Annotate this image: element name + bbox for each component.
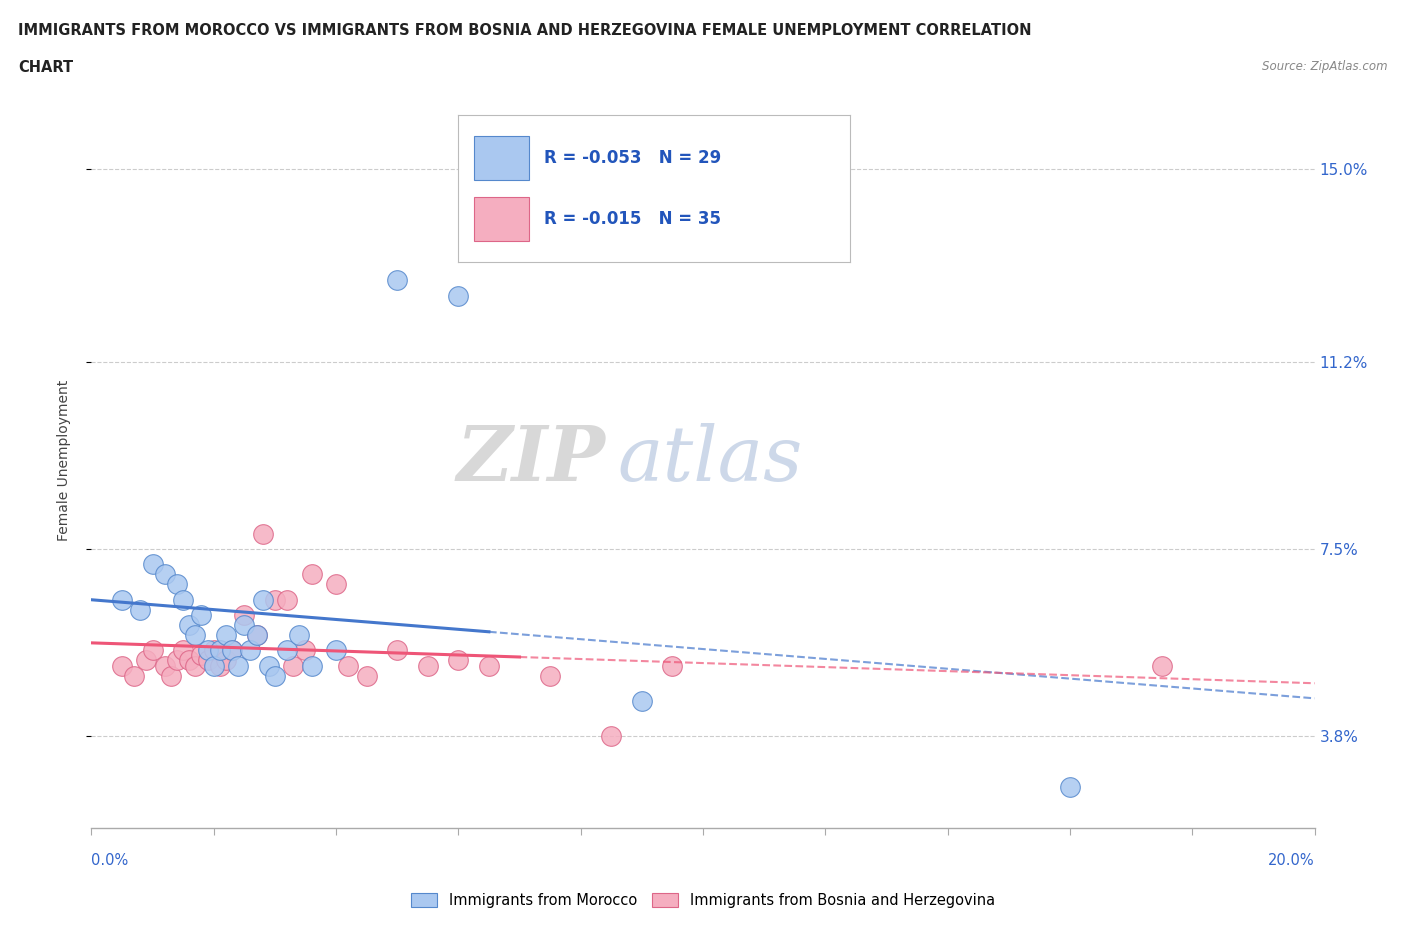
Point <box>264 669 287 684</box>
Point <box>600 729 623 744</box>
Point <box>239 643 262 658</box>
Point <box>190 607 212 622</box>
Point <box>153 658 176 673</box>
Point <box>276 643 298 658</box>
Point <box>122 669 145 684</box>
Point <box>202 658 225 673</box>
Point <box>160 669 183 684</box>
Point <box>538 669 561 684</box>
Point <box>197 653 219 668</box>
Point <box>111 592 134 607</box>
Point <box>141 557 163 572</box>
Point <box>184 658 207 673</box>
Point <box>245 628 267 643</box>
Point <box>385 273 409 288</box>
Point <box>184 628 207 643</box>
Text: IMMIGRANTS FROM MOROCCO VS IMMIGRANTS FROM BOSNIA AND HERZEGOVINA FEMALE UNEMPLO: IMMIGRANTS FROM MOROCCO VS IMMIGRANTS FR… <box>18 23 1032 38</box>
Point <box>166 653 188 668</box>
Point <box>179 653 201 668</box>
Point <box>111 658 134 673</box>
Point <box>215 653 238 668</box>
Point <box>252 592 274 607</box>
Point <box>233 607 256 622</box>
Point <box>288 628 311 643</box>
Point <box>172 643 194 658</box>
Point <box>197 643 219 658</box>
Point <box>1059 779 1081 794</box>
Point <box>166 577 188 591</box>
Point <box>226 658 249 673</box>
Text: CHART: CHART <box>18 60 73 75</box>
Point <box>1150 658 1173 673</box>
Point <box>337 658 360 673</box>
Point <box>325 577 347 591</box>
Point <box>325 643 347 658</box>
Text: Source: ZipAtlas.com: Source: ZipAtlas.com <box>1263 60 1388 73</box>
Point <box>153 567 176 582</box>
Point <box>385 643 409 658</box>
Point <box>208 643 231 658</box>
Point <box>356 669 378 684</box>
Point <box>233 618 256 632</box>
Point <box>179 618 201 632</box>
Point <box>221 643 243 658</box>
Point <box>447 653 470 668</box>
Point <box>245 628 267 643</box>
Text: ZIP: ZIP <box>457 423 605 498</box>
Text: 0.0%: 0.0% <box>91 853 128 868</box>
Point <box>283 658 305 673</box>
Point <box>264 592 287 607</box>
Point <box>257 658 280 673</box>
Text: 20.0%: 20.0% <box>1268 853 1315 868</box>
Point <box>141 643 163 658</box>
Text: atlas: atlas <box>617 423 803 498</box>
Point <box>478 658 501 673</box>
Legend: Immigrants from Morocco, Immigrants from Bosnia and Herzegovina: Immigrants from Morocco, Immigrants from… <box>405 886 1001 913</box>
Point <box>276 592 298 607</box>
Point <box>252 526 274 541</box>
Point <box>135 653 157 668</box>
Point <box>661 658 683 673</box>
Point <box>631 694 654 709</box>
Point <box>208 658 231 673</box>
Point <box>416 658 439 673</box>
Point <box>215 628 238 643</box>
Point <box>202 643 225 658</box>
Point <box>221 643 243 658</box>
Point <box>447 288 470 303</box>
Y-axis label: Female Unemployment: Female Unemployment <box>56 379 70 541</box>
Point <box>301 658 323 673</box>
Point <box>190 648 212 663</box>
Point <box>294 643 316 658</box>
Point <box>172 592 194 607</box>
Point <box>301 567 323 582</box>
Point <box>129 603 152 618</box>
